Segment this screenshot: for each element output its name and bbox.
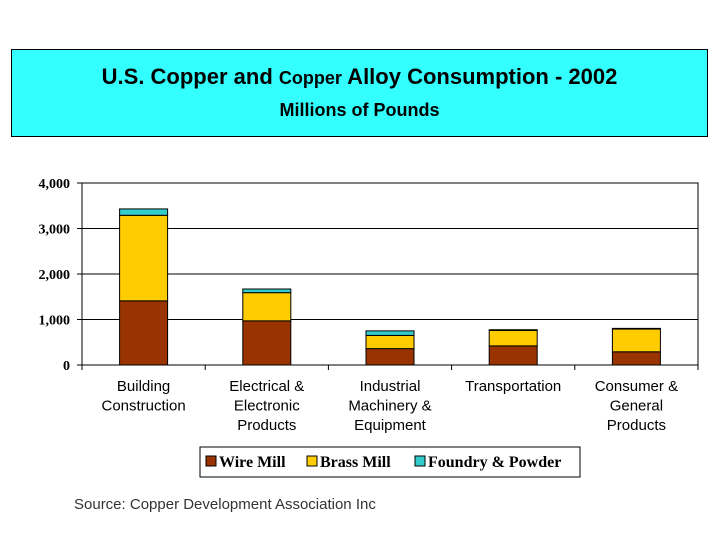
bar-segment [365, 330, 415, 336]
bar-segment [242, 288, 292, 294]
x-category-label: Industrial Machinery & Equipment [348, 378, 431, 434]
bar-segment [488, 329, 538, 347]
legend-box [199, 446, 581, 478]
bar-segment [488, 345, 538, 366]
bar-segment [119, 214, 169, 302]
chart-title-part2: Copper [278, 68, 342, 88]
chart-title: U.S. Copper and Copper Alloy Consumption… [12, 64, 707, 90]
bar-segment [488, 329, 538, 331]
x-category-label: Consumer & General Products [595, 378, 678, 434]
chart-title-part1: U.S. Copper and [101, 64, 279, 89]
bar-segment [611, 351, 661, 366]
x-category-label: Transportation [465, 378, 561, 395]
bar-segment [611, 327, 661, 330]
bar-segment [365, 334, 415, 350]
legend-swatch [205, 455, 217, 467]
source-note: Source: Copper Development Association I… [74, 496, 376, 513]
bar-segment [119, 208, 169, 216]
y-tick-label: 3,000 [39, 223, 71, 238]
y-tick-label: 2,000 [39, 268, 71, 283]
bar-segment [242, 320, 292, 366]
bar-segment [119, 300, 169, 366]
y-tick-label: 4,000 [39, 177, 71, 192]
x-category-label: Building Construction [101, 378, 185, 415]
bar-segment [242, 292, 292, 322]
x-category-label: Electrical & Electronic Products [229, 378, 304, 434]
legend-swatch [414, 455, 426, 467]
legend-label: Foundry & Powder [428, 454, 561, 471]
chart-subtitle: Millions of Pounds [279, 100, 440, 120]
y-tick-label: 0 [63, 359, 70, 374]
bar-segment [611, 328, 661, 353]
legend-swatch [306, 455, 318, 467]
legend-label: Brass Mill [320, 454, 391, 471]
chart-title-part3: Alloy Consumption - 2002 [341, 64, 618, 89]
bar-segment [365, 348, 415, 366]
y-tick-label: 1,000 [39, 314, 71, 329]
legend-label: Wire Mill [219, 454, 286, 471]
title-box: U.S. Copper and Copper Alloy Consumption… [11, 49, 708, 137]
